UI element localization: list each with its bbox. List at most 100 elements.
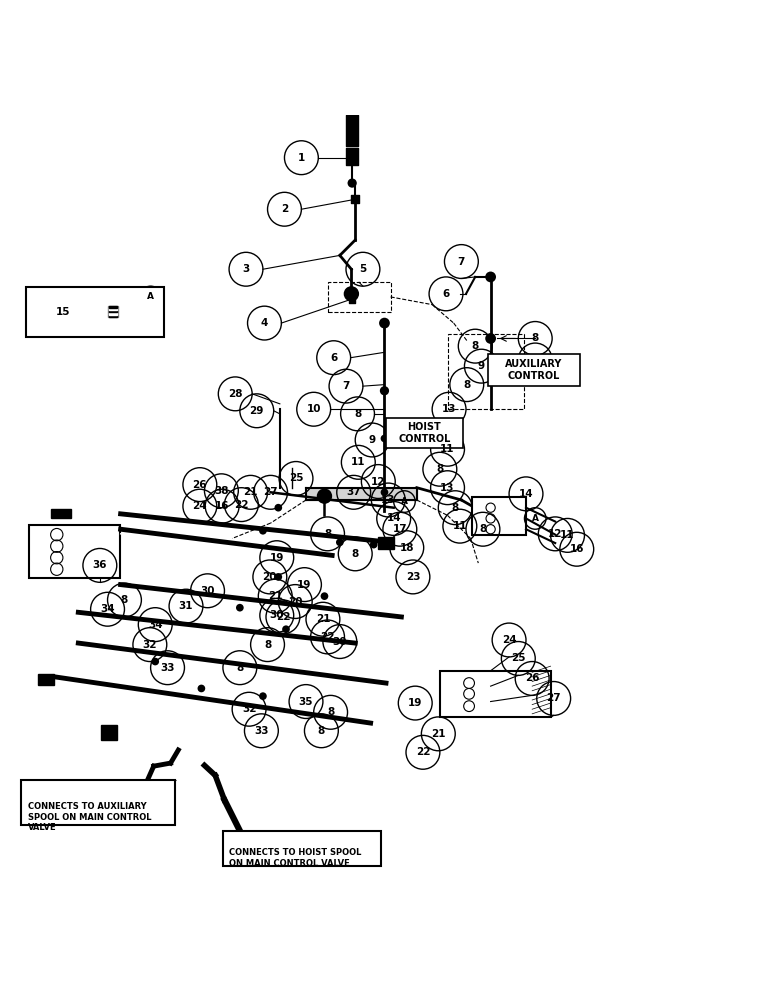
Text: 13: 13	[442, 404, 456, 414]
Text: 9: 9	[532, 355, 539, 365]
Circle shape	[282, 625, 290, 633]
Text: 6: 6	[442, 289, 449, 299]
Polygon shape	[378, 537, 394, 549]
Text: 8: 8	[479, 524, 486, 534]
Text: 8: 8	[324, 529, 331, 539]
Polygon shape	[52, 509, 70, 518]
Text: 7: 7	[342, 381, 350, 391]
Text: 11: 11	[351, 457, 366, 467]
Text: 12: 12	[371, 477, 385, 487]
Text: 31: 31	[179, 601, 193, 611]
Circle shape	[317, 488, 332, 504]
Text: 24: 24	[192, 501, 207, 511]
Polygon shape	[39, 674, 54, 685]
Text: A: A	[147, 292, 154, 301]
Circle shape	[198, 685, 205, 692]
Text: 13: 13	[381, 495, 395, 505]
Text: 5: 5	[359, 264, 367, 274]
Text: 20: 20	[262, 572, 277, 582]
Polygon shape	[109, 306, 117, 308]
Polygon shape	[306, 488, 417, 500]
Text: 26: 26	[525, 673, 540, 683]
Text: 12: 12	[548, 529, 563, 539]
Circle shape	[259, 527, 267, 535]
Text: 8: 8	[264, 640, 271, 650]
Text: 29: 29	[249, 406, 264, 416]
Text: 2: 2	[281, 204, 288, 214]
Text: 22: 22	[276, 612, 290, 622]
Text: 8: 8	[351, 549, 359, 559]
Bar	[26, 287, 164, 337]
Text: 13: 13	[440, 483, 455, 493]
Text: A: A	[532, 514, 539, 523]
Text: 1: 1	[298, 153, 305, 163]
Text: 8: 8	[463, 380, 470, 390]
Text: 8: 8	[318, 726, 325, 736]
Circle shape	[259, 692, 267, 700]
Text: 21: 21	[268, 591, 283, 601]
Text: 30: 30	[333, 637, 347, 647]
Text: 22: 22	[234, 500, 249, 510]
Circle shape	[236, 604, 244, 612]
Circle shape	[379, 318, 390, 328]
Bar	[472, 497, 526, 535]
Circle shape	[151, 658, 159, 665]
Text: HOIST
CONTROL: HOIST CONTROL	[398, 422, 451, 444]
Text: 8: 8	[452, 503, 459, 513]
Text: 34: 34	[148, 620, 163, 630]
Circle shape	[275, 504, 282, 512]
Circle shape	[275, 573, 282, 581]
Text: 16: 16	[215, 501, 229, 511]
Text: 8: 8	[472, 341, 479, 351]
Bar	[386, 418, 463, 448]
Text: 3: 3	[242, 264, 249, 274]
Circle shape	[320, 492, 328, 500]
Polygon shape	[109, 315, 117, 317]
Text: 9: 9	[368, 435, 376, 445]
Text: 14: 14	[386, 513, 401, 523]
Circle shape	[381, 387, 388, 395]
Bar	[488, 354, 580, 386]
Text: 8: 8	[354, 409, 361, 419]
Text: 25: 25	[289, 473, 303, 483]
Text: A: A	[401, 497, 408, 506]
Text: 32: 32	[143, 640, 157, 650]
Text: 11: 11	[440, 444, 455, 454]
Text: 23: 23	[405, 572, 420, 582]
Text: 18: 18	[400, 543, 414, 553]
Text: 19: 19	[269, 553, 284, 563]
Text: 24: 24	[502, 635, 516, 645]
Text: 8: 8	[236, 663, 243, 673]
Circle shape	[370, 541, 378, 548]
Text: 15: 15	[56, 307, 70, 317]
Circle shape	[380, 386, 389, 395]
Text: 4: 4	[261, 318, 268, 328]
Circle shape	[381, 488, 388, 496]
Text: 32: 32	[242, 704, 256, 714]
Circle shape	[486, 333, 496, 344]
Text: 10: 10	[306, 404, 321, 414]
Polygon shape	[109, 308, 117, 310]
Polygon shape	[109, 313, 117, 315]
Bar	[29, 525, 120, 578]
Text: 7: 7	[458, 257, 465, 267]
Text: 22: 22	[415, 747, 430, 757]
Text: 36: 36	[93, 560, 107, 570]
Circle shape	[336, 538, 344, 546]
Text: 21: 21	[243, 487, 258, 497]
Bar	[223, 831, 381, 866]
Text: 11: 11	[560, 530, 575, 540]
Text: 26: 26	[192, 480, 207, 490]
Bar	[22, 780, 175, 825]
Text: 33: 33	[161, 663, 174, 673]
Polygon shape	[101, 725, 117, 740]
Text: 28: 28	[228, 389, 242, 399]
Text: 9: 9	[478, 361, 485, 371]
Text: 38: 38	[214, 486, 229, 496]
Text: 27: 27	[263, 487, 278, 497]
Circle shape	[344, 286, 359, 302]
Text: 22: 22	[320, 632, 335, 642]
Text: 14: 14	[519, 489, 533, 499]
Text: 19: 19	[297, 580, 312, 590]
Text: 19: 19	[408, 698, 422, 708]
